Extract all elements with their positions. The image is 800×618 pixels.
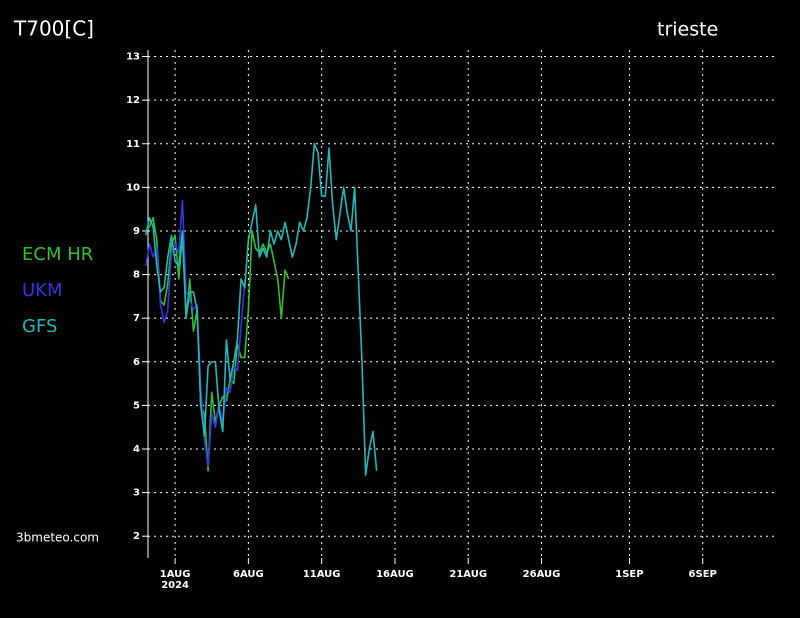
x-tick-label: 11AUG — [303, 569, 341, 580]
y-tick-label: 12 — [126, 95, 140, 106]
source: 3bmeteo.com — [16, 531, 99, 545]
legend-entry: ECM HR — [22, 244, 93, 265]
station-name: trieste — [657, 19, 718, 41]
x-tick-label: 26AUG — [523, 569, 561, 580]
legend-entry: GFS — [22, 316, 57, 337]
y-tick-label: 3 — [133, 488, 140, 499]
y-tick-label: 4 — [133, 444, 140, 455]
chart-title: T700[C] — [13, 17, 94, 41]
y-tick-label: 6 — [133, 357, 140, 368]
legend-entry: UKM — [22, 280, 63, 301]
y-tick-label: 13 — [126, 52, 140, 63]
year-label: 2024 — [161, 580, 189, 591]
y-tick-label: 5 — [133, 400, 140, 411]
y-tick-label: 11 — [126, 139, 140, 150]
series-line — [145, 142, 378, 476]
y-tick-label: 8 — [133, 270, 140, 281]
x-tick-label: 6SEP — [689, 569, 717, 580]
y-tick-label: 10 — [126, 182, 140, 193]
x-tick-label: 21AUG — [449, 569, 487, 580]
x-tick-label: 1AUG — [160, 569, 191, 580]
y-tick-label: 2 — [133, 531, 140, 542]
x-tick-label: 1SEP — [615, 569, 643, 580]
y-tick-label: 9 — [133, 226, 140, 237]
series-line — [145, 199, 246, 468]
x-tick-label: 6AUG — [233, 569, 264, 580]
y-tick-label: 7 — [133, 313, 140, 324]
x-tick-label: 16AUG — [376, 569, 414, 580]
